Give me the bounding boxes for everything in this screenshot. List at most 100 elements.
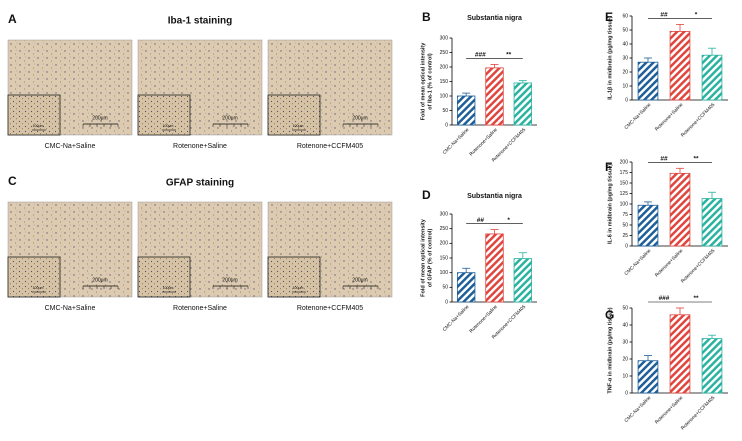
y-tick-label: 300: [440, 211, 449, 217]
bar: [456, 272, 476, 303]
y-tick-label: 100: [440, 270, 449, 276]
panel-letter: F: [605, 160, 612, 174]
chart-title: Substantia nigra: [467, 15, 522, 22]
y-tick-label: 0: [625, 243, 628, 249]
image-caption: Rotenone+CCFM405: [297, 143, 363, 150]
image-caption: Rotenone+CCFM405: [297, 305, 363, 312]
y-tick-label: 50: [442, 108, 448, 114]
bar: [701, 338, 723, 394]
inset: [137, 256, 191, 298]
y-tick-label: 50: [622, 222, 628, 228]
inset-scale: 100μm: [33, 124, 44, 128]
panel-letter: G: [605, 308, 614, 322]
significance-label: ##: [660, 12, 668, 19]
x-tick-label: Rotenone+Saline: [468, 127, 499, 158]
y-tick-label: 100: [620, 201, 629, 207]
y-tick-label: 150: [440, 79, 449, 85]
panel-title: Iba-1 staining: [168, 16, 232, 27]
bar: [456, 95, 476, 126]
panel-letter: D: [422, 188, 431, 202]
x-tick-label: Rotenone+CCFM405: [680, 248, 717, 285]
y-tick-label: 50: [622, 305, 628, 311]
panel-title: GFAP staining: [166, 178, 234, 189]
bar: [513, 82, 533, 126]
y-tick-label: 0: [445, 122, 448, 128]
image-caption: Rotenone+Saline: [173, 305, 227, 312]
significance-label: *: [695, 12, 698, 19]
y-tick-label: 200: [440, 64, 449, 70]
bar: [485, 67, 504, 126]
panel-letter: A: [8, 12, 17, 26]
y-tick-label: 150: [440, 255, 449, 261]
bar: [669, 172, 691, 247]
scale-label: 200μm: [352, 277, 367, 283]
x-tick-label: CMC-Na+Saline: [442, 127, 471, 156]
x-tick-label: Rotenone+Saline: [468, 304, 499, 335]
y-tick-label: 10: [622, 373, 628, 379]
y-tick-label: 30: [622, 339, 628, 345]
inset-scale: 100μm: [293, 124, 304, 128]
y-tick-label: 300: [440, 35, 449, 41]
y-tick-label: 200: [440, 241, 449, 247]
significance-label: ###: [659, 295, 670, 302]
bar: [637, 204, 659, 247]
image-caption: Rotenone+Saline: [173, 143, 227, 150]
y-axis-label: IL-1β in midbrain (pg/mg tissue): [607, 16, 613, 100]
y-tick-label: 20: [622, 69, 628, 75]
inset-scale: 100μm: [293, 286, 304, 290]
significance-label: *: [507, 217, 510, 224]
inset: [7, 94, 61, 136]
bar: [669, 30, 691, 101]
significance-label: ##: [477, 217, 485, 224]
y-tick-label: 40: [622, 322, 628, 328]
y-tick-label: 50: [622, 27, 628, 33]
significance-label: **: [693, 295, 699, 302]
x-tick-label: Rotenone+Saline: [654, 102, 685, 133]
image-caption: CMC-Na+Saline: [45, 305, 96, 312]
scale-label: 200μm: [92, 277, 107, 283]
y-tick-label: 60: [622, 13, 628, 19]
y-tick-label: 30: [622, 55, 628, 61]
panel-letter: B: [422, 10, 431, 24]
y-tick-label: 20: [622, 356, 628, 362]
scale-label: 200μm: [222, 277, 237, 283]
x-tick-label: Rotenone+Saline: [654, 248, 685, 279]
panel-letter: C: [8, 174, 17, 188]
scale-label: 200μm: [92, 115, 107, 121]
inset: [7, 256, 61, 298]
y-tick-label: 10: [622, 83, 628, 89]
y-axis-label: of Iba-1 (% of control): [427, 53, 433, 110]
bar: [701, 198, 723, 247]
x-tick-label: Rotenone+CCFM405: [680, 102, 717, 139]
bar: [485, 233, 504, 303]
y-tick-label: 0: [625, 390, 628, 396]
scale-label: 200μm: [352, 115, 367, 121]
y-tick-label: 250: [440, 226, 449, 232]
y-tick-label: 125: [620, 191, 629, 197]
x-tick-label: CMC-Na+Saline: [623, 395, 652, 424]
y-axis-label: Fold of mean optical intensity: [420, 218, 426, 297]
inset-scale: 100μm: [163, 286, 174, 290]
image-caption: CMC-Na+Saline: [45, 143, 96, 150]
y-tick-label: 25: [622, 233, 628, 239]
significance-label: **: [693, 156, 699, 163]
y-tick-label: 0: [625, 97, 628, 103]
y-axis-label: of GFAP (% of control): [427, 229, 433, 288]
inset: [267, 94, 321, 136]
y-tick-label: 40: [622, 41, 628, 47]
y-tick-label: 250: [440, 50, 449, 56]
x-tick-label: CMC-Na+Saline: [623, 248, 652, 277]
x-tick-label: CMC-Na+Saline: [623, 102, 652, 131]
y-tick-label: 200: [620, 159, 629, 165]
significance-label: ###: [475, 52, 486, 59]
bar: [637, 61, 659, 101]
bar: [701, 54, 723, 101]
inset: [267, 256, 321, 298]
bar: [513, 258, 533, 303]
y-tick-label: 75: [622, 212, 628, 218]
significance-label: **: [506, 52, 512, 59]
significance-label: ##: [660, 156, 668, 163]
bar: [669, 314, 691, 394]
y-tick-label: 175: [620, 170, 629, 176]
